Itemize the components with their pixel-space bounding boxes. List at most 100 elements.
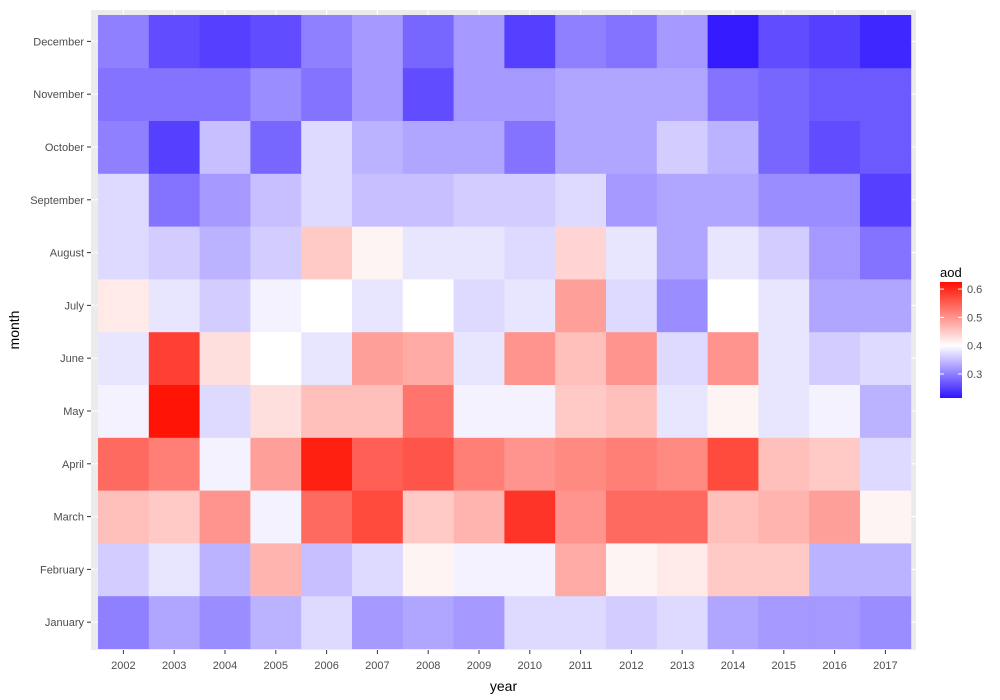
heatmap-tile xyxy=(402,384,454,438)
heatmap-tile xyxy=(860,384,912,438)
x-tick-label: 2005 xyxy=(264,660,288,672)
heatmap-tile xyxy=(606,120,658,174)
heatmap-tile xyxy=(809,15,861,69)
y-tick-label: December xyxy=(33,36,84,48)
heatmap-tile xyxy=(758,595,810,649)
heatmap-tile xyxy=(98,120,150,174)
heatmap-tile xyxy=(453,173,505,227)
heatmap-tile xyxy=(504,279,556,333)
heatmap-tile xyxy=(98,173,150,227)
heatmap-tile xyxy=(656,331,708,385)
heatmap-tile xyxy=(860,226,912,280)
heatmap-tile xyxy=(199,384,251,438)
heatmap-tile xyxy=(606,67,658,121)
heatmap-tile xyxy=(707,490,759,544)
heatmap-tile xyxy=(504,331,556,385)
heatmap-tile xyxy=(301,67,353,121)
heatmap-tile xyxy=(98,543,150,597)
x-tick-label: 2013 xyxy=(670,660,694,672)
heatmap-tile xyxy=(860,543,912,597)
heatmap-tile xyxy=(555,331,607,385)
heatmap-tile xyxy=(656,437,708,491)
heatmap-tile xyxy=(606,226,658,280)
heatmap-tile xyxy=(707,226,759,280)
heatmap-tile xyxy=(453,67,505,121)
heatmap-tile xyxy=(148,173,200,227)
heatmap-tile xyxy=(402,15,454,69)
heatmap-tile xyxy=(199,226,251,280)
heatmap-tile xyxy=(504,384,556,438)
heatmap-tile xyxy=(809,279,861,333)
heatmap-tile xyxy=(352,595,404,649)
heatmap-tile xyxy=(707,543,759,597)
heatmap-tile xyxy=(860,120,912,174)
heatmap-tile xyxy=(606,173,658,227)
heatmap-tile xyxy=(98,384,150,438)
heatmap-tile xyxy=(504,437,556,491)
heatmap-tile xyxy=(555,67,607,121)
y-tick-label: August xyxy=(50,248,84,260)
heatmap-tile xyxy=(606,15,658,69)
y-tick-label: September xyxy=(30,195,84,207)
heatmap-tile xyxy=(301,226,353,280)
heatmap-tile xyxy=(98,331,150,385)
heatmap-tile xyxy=(199,437,251,491)
heatmap-tile xyxy=(453,226,505,280)
y-axis: January February March April May June July Augu… xyxy=(30,36,91,629)
heatmap-tile xyxy=(199,15,251,69)
legend-label: 0.4 xyxy=(967,341,982,353)
heatmap-tile xyxy=(453,15,505,69)
heatmap-tile xyxy=(352,67,404,121)
heatmap-tile xyxy=(504,120,556,174)
heatmap-tile xyxy=(656,226,708,280)
heatmap-tile xyxy=(250,120,302,174)
heatmap-tile xyxy=(402,331,454,385)
heatmap-tile xyxy=(301,15,353,69)
heatmap-tile xyxy=(402,595,454,649)
legend-title: aod xyxy=(940,265,962,280)
y-tick-label: March xyxy=(53,512,84,524)
y-tick-label: June xyxy=(60,353,84,365)
heatmap-tile xyxy=(301,437,353,491)
heatmap-tile xyxy=(860,490,912,544)
heatmap-tile xyxy=(148,437,200,491)
heatmap-tile xyxy=(250,67,302,121)
heatmap-tile xyxy=(809,437,861,491)
y-tick-label: November xyxy=(33,89,84,101)
heatmap-tile xyxy=(606,490,658,544)
heatmap-tile xyxy=(402,226,454,280)
heatmap-tile xyxy=(860,437,912,491)
heatmap-tile xyxy=(758,279,810,333)
heatmap-tile xyxy=(453,279,505,333)
heatmap-tile xyxy=(352,543,404,597)
heatmap-tile xyxy=(402,279,454,333)
heatmap-tile xyxy=(606,437,658,491)
heatmap-tile xyxy=(148,120,200,174)
heatmap-tile xyxy=(758,543,810,597)
heatmap-tile xyxy=(707,331,759,385)
heatmap-tile xyxy=(758,67,810,121)
heatmap-tile xyxy=(199,543,251,597)
heatmap-tile xyxy=(606,595,658,649)
heatmap-tile xyxy=(199,331,251,385)
heatmap-tile xyxy=(707,173,759,227)
x-tick-label: 2017 xyxy=(873,660,897,672)
heatmap-tile xyxy=(707,437,759,491)
heatmap-tile xyxy=(758,384,810,438)
heatmap-tile xyxy=(98,279,150,333)
heatmap-tile xyxy=(860,331,912,385)
heatmap-tile xyxy=(555,15,607,69)
heatmap-tile xyxy=(352,15,404,69)
heatmap-tile xyxy=(707,15,759,69)
heatmap-tile xyxy=(656,173,708,227)
heatmap-tile xyxy=(860,15,912,69)
heatmap-tile xyxy=(758,490,810,544)
heatmap-tile xyxy=(148,67,200,121)
heatmap-tile xyxy=(352,384,404,438)
heatmap-tile xyxy=(250,279,302,333)
x-tick-label: 2011 xyxy=(569,660,593,672)
heatmap-tile xyxy=(453,331,505,385)
heatmap-tile xyxy=(504,67,556,121)
heatmap-tile xyxy=(504,595,556,649)
